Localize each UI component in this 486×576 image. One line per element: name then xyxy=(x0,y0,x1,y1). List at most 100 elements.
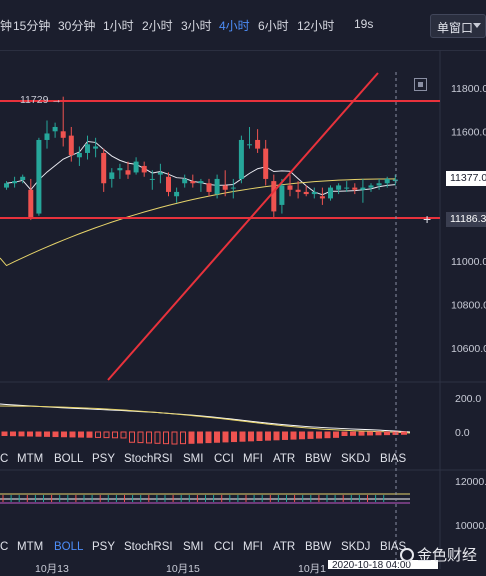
candle-body xyxy=(109,172,115,179)
sub-axis-label: 10000.0 xyxy=(455,520,486,532)
macd-histogram-bar xyxy=(350,431,356,436)
price-axis-label: 10800.00 xyxy=(451,300,486,312)
interval-15m[interactable]: 15分钟 xyxy=(13,19,51,33)
tab-stochrsi[interactable]: StochRSI xyxy=(124,453,173,465)
tab-smi[interactable]: SMI xyxy=(183,453,204,465)
macd-histogram-bar xyxy=(78,431,84,438)
macd-histogram-bar xyxy=(333,431,339,438)
tab-mfi[interactable]: MFI xyxy=(243,453,263,465)
interval-1h[interactable]: 1小时 xyxy=(103,19,134,33)
watermark: 金色财经 xyxy=(400,544,477,565)
macd-histogram-bar xyxy=(367,431,373,436)
tab-mtm[interactable]: MTM xyxy=(17,541,44,553)
candle-body xyxy=(174,191,180,197)
candle-body xyxy=(28,189,34,218)
fullscreen-icon[interactable] xyxy=(414,78,427,91)
tab-cci[interactable]: CCI xyxy=(214,453,234,465)
tab-mfi[interactable]: MFI xyxy=(243,541,263,553)
chevron-down-icon xyxy=(473,23,481,28)
tab-bias[interactable]: BIAS xyxy=(380,453,407,465)
tab-mtm[interactable]: MTM xyxy=(17,453,44,465)
sub-axis-label: 200.0 xyxy=(455,393,481,405)
indicator-tabs-2: C MTM BOLL PSY StochRSI SMI CCI MFI ATR … xyxy=(0,536,440,560)
candle-body xyxy=(384,178,390,184)
macd-histogram-bar xyxy=(401,431,407,435)
candle-body xyxy=(238,139,244,179)
price-axis-label: 11000.00 xyxy=(451,256,486,268)
sub-axis-label: 0.0 xyxy=(455,427,470,439)
chart-grid xyxy=(0,50,486,569)
interval-12h[interactable]: 12小时 xyxy=(297,19,335,33)
candle-body xyxy=(117,168,123,171)
macd-histogram-bar xyxy=(341,431,348,436)
candle-body xyxy=(44,133,50,140)
interval-3h[interactable]: 3小时 xyxy=(181,19,212,33)
macd-histogram-bar xyxy=(205,431,212,444)
refresh-countdown[interactable]: 19s xyxy=(354,17,374,31)
candle-body xyxy=(141,165,147,173)
candle-body xyxy=(255,139,261,149)
candle-body xyxy=(76,152,82,158)
candle-body xyxy=(295,189,301,192)
tab-boll[interactable]: BOLL xyxy=(54,541,84,553)
candle-body xyxy=(206,183,212,192)
add-alert-icon[interactable]: + xyxy=(423,211,432,227)
tab-skdj[interactable]: SKDJ xyxy=(341,541,371,553)
candle-body xyxy=(12,181,18,184)
candle-body xyxy=(368,185,374,188)
watermark-text: 金色财经 xyxy=(417,547,478,564)
candle-body xyxy=(230,187,236,189)
dea-line xyxy=(0,405,411,434)
interval-30m[interactable]: 30分钟 xyxy=(58,19,96,33)
macd-histogram-bar xyxy=(316,431,322,439)
window-mode-select[interactable]: 单窗口 xyxy=(430,14,486,38)
macd-histogram-bar xyxy=(214,431,220,443)
macd-histogram-bar xyxy=(163,431,169,445)
macd-histogram-bar xyxy=(256,431,263,441)
tab-indicator[interactable]: C xyxy=(0,541,9,553)
tab-indicator[interactable]: C xyxy=(0,453,9,465)
macd-histogram-bar xyxy=(86,431,93,438)
tab-atr[interactable]: ATR xyxy=(273,541,296,553)
sub-chart-macd xyxy=(0,403,411,445)
interval-6h[interactable]: 6小时 xyxy=(258,19,289,33)
candle-body xyxy=(4,183,9,188)
price-axis: 11800.0011600.0011400.0011200.0011000.00… xyxy=(451,83,486,532)
interval-1m-partial[interactable]: 钟 xyxy=(0,19,13,33)
tab-cci[interactable]: CCI xyxy=(214,541,234,553)
tab-skdj[interactable]: SKDJ xyxy=(341,453,371,465)
tab-atr[interactable]: ATR xyxy=(273,453,296,465)
candle-body xyxy=(352,187,358,190)
tab-stochrsi[interactable]: StochRSI xyxy=(124,541,173,553)
macd-histogram-bar xyxy=(129,431,135,443)
crosshair-price-tag: 11186.3 xyxy=(446,212,486,227)
candle-body xyxy=(319,196,325,199)
dif-line xyxy=(0,403,411,433)
tab-bbw[interactable]: BBW xyxy=(305,541,332,553)
candle-body xyxy=(360,187,366,190)
interval-2h[interactable]: 2小时 xyxy=(142,19,173,33)
interval-4h[interactable]: 4小时 xyxy=(219,19,250,33)
candle-body xyxy=(287,185,293,190)
candle-body xyxy=(149,178,155,180)
tab-psy[interactable]: PSY xyxy=(92,453,116,465)
macd-histogram-bar xyxy=(222,431,229,443)
macd-histogram-bar xyxy=(197,431,203,444)
macd-histogram-bar xyxy=(290,431,297,440)
current-price-tag: 11377.0 xyxy=(446,171,486,186)
tab-psy[interactable]: PSY xyxy=(92,541,116,553)
macd-histogram-bar xyxy=(273,431,280,441)
macd-histogram-bar xyxy=(171,431,178,445)
candle-body xyxy=(190,181,196,184)
candle-body xyxy=(271,181,277,212)
macd-histogram-bar xyxy=(299,431,305,440)
trend-line xyxy=(107,72,379,381)
window-mode-label: 单窗口 xyxy=(437,21,474,35)
candle-body xyxy=(376,183,382,186)
tab-bias[interactable]: BIAS xyxy=(380,541,407,553)
tab-smi[interactable]: SMI xyxy=(183,541,204,553)
tab-bbw[interactable]: BBW xyxy=(305,453,332,465)
drawn-lines xyxy=(0,72,440,381)
tab-boll[interactable]: BOLL xyxy=(54,453,84,465)
